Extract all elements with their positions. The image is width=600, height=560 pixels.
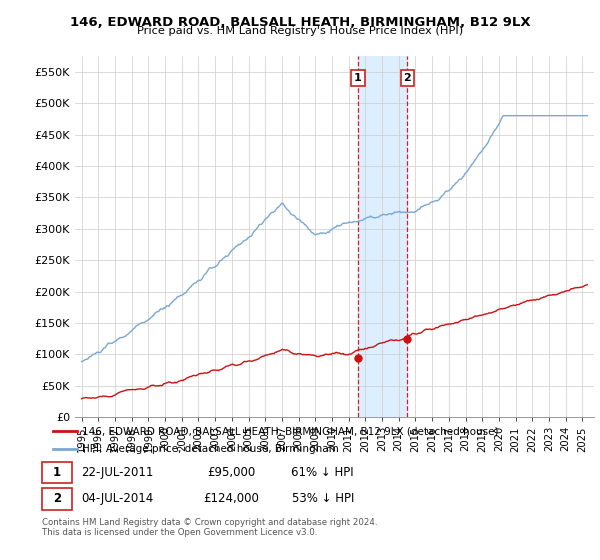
Text: £95,000: £95,000: [207, 466, 255, 479]
Text: 146, EDWARD ROAD, BALSALL HEATH, BIRMINGHAM, B12 9LX (detached house): 146, EDWARD ROAD, BALSALL HEATH, BIRMING…: [83, 426, 499, 436]
Text: £124,000: £124,000: [203, 492, 259, 505]
Text: 61% ↓ HPI: 61% ↓ HPI: [292, 466, 354, 479]
FancyBboxPatch shape: [42, 462, 72, 483]
Text: 2: 2: [403, 73, 411, 83]
FancyBboxPatch shape: [42, 488, 72, 510]
Text: 04-JUL-2014: 04-JUL-2014: [82, 492, 154, 505]
Text: 2: 2: [53, 492, 61, 505]
Text: 22-JUL-2011: 22-JUL-2011: [82, 466, 154, 479]
Text: 146, EDWARD ROAD, BALSALL HEATH, BIRMINGHAM, B12 9LX: 146, EDWARD ROAD, BALSALL HEATH, BIRMING…: [70, 16, 530, 29]
Text: Contains HM Land Registry data © Crown copyright and database right 2024.
This d: Contains HM Land Registry data © Crown c…: [42, 518, 377, 538]
Text: 1: 1: [53, 466, 61, 479]
Text: 53% ↓ HPI: 53% ↓ HPI: [292, 492, 354, 505]
Bar: [358, 56, 407, 417]
Text: HPI: Average price, detached house, Birmingham: HPI: Average price, detached house, Birm…: [83, 444, 339, 454]
Text: 1: 1: [354, 73, 362, 83]
Text: Price paid vs. HM Land Registry's House Price Index (HPI): Price paid vs. HM Land Registry's House …: [137, 26, 463, 36]
